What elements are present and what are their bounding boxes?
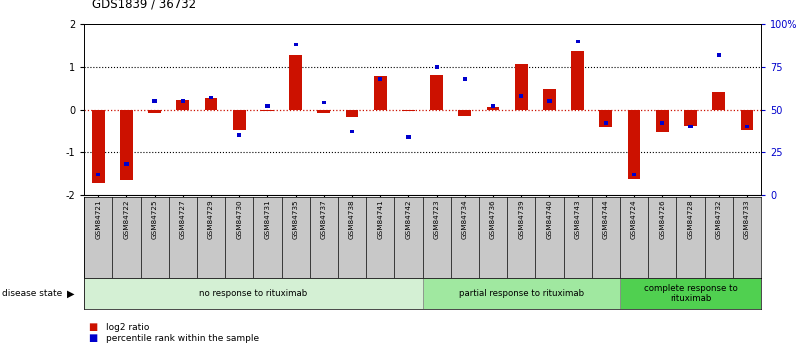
Bar [519,94,523,98]
Bar [176,100,189,110]
Text: GSM84721: GSM84721 [95,199,101,239]
Text: percentile rank within the sample: percentile rank within the sample [106,334,259,343]
Bar [237,134,241,137]
Bar [688,125,693,128]
Bar [205,98,217,110]
Text: GSM84740: GSM84740 [546,199,553,239]
Bar [712,92,725,110]
Bar [660,121,664,125]
Text: GSM84728: GSM84728 [687,199,694,239]
Text: ▶: ▶ [66,289,74,299]
Bar [346,110,358,117]
Text: GSM84743: GSM84743 [574,199,581,239]
Bar [620,278,761,309]
Bar [656,110,669,132]
Text: ■: ■ [88,333,98,343]
Text: no response to rituximab: no response to rituximab [199,289,308,298]
Bar [233,110,246,130]
Bar [293,43,298,46]
Text: GSM84737: GSM84737 [321,199,327,239]
Bar [745,125,749,128]
Bar [571,51,584,110]
Bar [599,110,612,127]
Text: GSM84730: GSM84730 [236,199,242,239]
Text: GSM84736: GSM84736 [490,199,496,239]
Bar [740,110,753,130]
Bar [430,75,443,110]
Text: GSM84739: GSM84739 [518,199,524,239]
Text: GSM84742: GSM84742 [405,199,412,239]
Bar [265,105,269,108]
Text: GSM84744: GSM84744 [603,199,609,239]
Text: disease state: disease state [2,289,62,298]
Bar [209,96,213,99]
Bar [543,89,556,110]
Bar [491,105,495,108]
Text: GSM84733: GSM84733 [744,199,750,239]
Bar [604,121,608,125]
Bar [632,173,636,176]
Text: GSM84729: GSM84729 [208,199,214,239]
Text: ■: ■ [88,322,98,332]
Bar [487,107,499,110]
Text: partial response to rituximab: partial response to rituximab [459,289,584,298]
Bar [261,110,274,111]
Bar [84,278,422,309]
Bar [181,99,185,103]
Bar [547,99,552,103]
Bar [96,173,100,176]
Text: GSM84726: GSM84726 [659,199,666,239]
Text: log2 ratio: log2 ratio [106,323,149,332]
Text: GSM84723: GSM84723 [433,199,440,239]
Bar [350,130,354,134]
Bar [152,99,157,103]
Bar [717,53,721,57]
Text: GSM84725: GSM84725 [151,199,158,239]
Bar [289,55,302,110]
Text: GDS1839 / 36732: GDS1839 / 36732 [92,0,196,10]
Bar [148,110,161,113]
Text: GSM84734: GSM84734 [462,199,468,239]
Text: GSM84722: GSM84722 [123,199,130,239]
Text: GSM84741: GSM84741 [377,199,383,239]
Bar [684,110,697,126]
Bar [402,110,415,111]
Text: GSM84724: GSM84724 [631,199,637,239]
Bar [458,110,471,116]
Bar [322,101,326,105]
Bar [406,135,411,139]
Bar [378,77,382,80]
Bar [628,110,640,179]
Text: GSM84738: GSM84738 [349,199,355,239]
Text: GSM84731: GSM84731 [264,199,271,239]
Bar [463,77,467,80]
Bar [576,40,580,43]
Text: GSM84727: GSM84727 [179,199,186,239]
Bar [92,110,105,183]
Bar [120,110,133,180]
Text: GSM84735: GSM84735 [292,199,299,239]
Bar [434,65,439,69]
Bar [124,162,128,166]
Bar [317,110,330,113]
Text: complete response to
rituximab: complete response to rituximab [643,284,737,303]
Bar [515,64,528,110]
Text: GSM84732: GSM84732 [715,199,722,239]
Bar [422,278,620,309]
Bar [374,76,387,110]
